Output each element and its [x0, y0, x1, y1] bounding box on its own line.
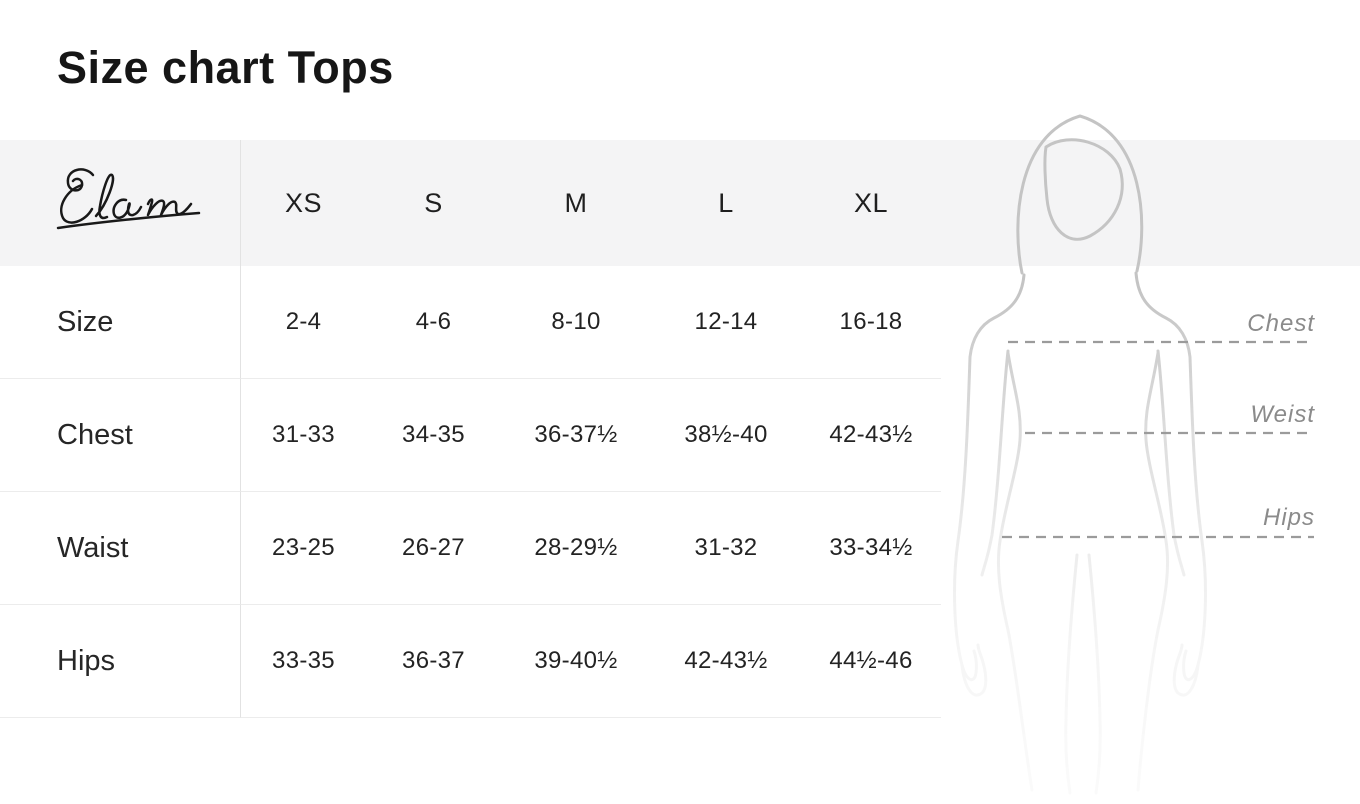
- table-cell: 4-6: [366, 266, 501, 379]
- col-header-m: M: [564, 187, 588, 218]
- table-cell: 36-37: [366, 605, 501, 718]
- table-cell: 36-37½: [501, 379, 651, 492]
- signature-a: [112, 198, 143, 219]
- row-label-hips: Hips: [0, 605, 241, 718]
- right-arm-inner: [1156, 349, 1186, 577]
- left-shoulder-arm: [953, 273, 1026, 682]
- table-cell: 31-33: [241, 379, 366, 492]
- size-chart-table: XS S M L XL Size 2-4 4-6 8-10 12-14 16-1…: [0, 140, 941, 718]
- female-body-outline: [953, 114, 1207, 795]
- table-cell: 42-43½: [801, 379, 941, 492]
- chest-measure-label: Chest: [1247, 310, 1315, 337]
- table-cell: 2-4: [241, 266, 366, 379]
- col-header-xs: XS: [284, 187, 323, 218]
- brand-logo: [56, 168, 201, 230]
- table-cell: 39-40½: [501, 605, 651, 718]
- table-cell: 26-27: [366, 492, 501, 605]
- waist-measure-label: Weist: [1250, 401, 1315, 428]
- col-header-xl: XL: [853, 187, 889, 218]
- row-label-waist: Waist: [0, 492, 241, 605]
- signature-e: [66, 168, 95, 192]
- signature-e-belly: [60, 183, 94, 224]
- right-torso-leg: [1136, 351, 1170, 792]
- left-hand: [960, 643, 988, 697]
- table-cell: 33-35: [241, 605, 366, 718]
- row-label-size: Size: [0, 266, 241, 379]
- hips-measure-label: Hips: [1262, 504, 1315, 531]
- row-label-chest: Chest: [0, 379, 241, 492]
- left-torso-leg: [996, 351, 1034, 792]
- page-title: Size chart Tops: [57, 42, 394, 93]
- brand-logo-cell: [0, 140, 241, 266]
- signature-n: [146, 198, 193, 217]
- table-cell: 42-43½: [651, 605, 801, 718]
- table-cell: 34-35: [366, 379, 501, 492]
- col-header-s: S: [424, 187, 443, 218]
- table-cell: 28-29½: [501, 492, 651, 605]
- table-cell: 31-32: [651, 492, 801, 605]
- left-arm-inner: [980, 349, 1010, 577]
- signature-l: [94, 173, 115, 220]
- table-cell: 23-25: [241, 492, 366, 605]
- left-leg-inner: [1064, 553, 1079, 795]
- signature-underline: [56, 211, 201, 230]
- right-shoulder-arm: [1134, 271, 1207, 682]
- table-header-band: [0, 140, 1360, 266]
- table-cell: 8-10: [501, 266, 651, 379]
- right-leg-inner: [1087, 553, 1102, 795]
- col-header-l: L: [718, 187, 734, 218]
- table-cell: 44½-46: [801, 605, 941, 718]
- measurement-lines: [1002, 340, 1314, 539]
- table-cell: 12-14: [651, 266, 801, 379]
- right-hand: [1172, 643, 1200, 697]
- table-cell: 33-34½: [801, 492, 941, 605]
- face-outline: [1043, 138, 1124, 241]
- hair-outline: [1016, 114, 1144, 275]
- table-cell: 38½-40: [651, 379, 801, 492]
- table-cell: 16-18: [801, 266, 941, 379]
